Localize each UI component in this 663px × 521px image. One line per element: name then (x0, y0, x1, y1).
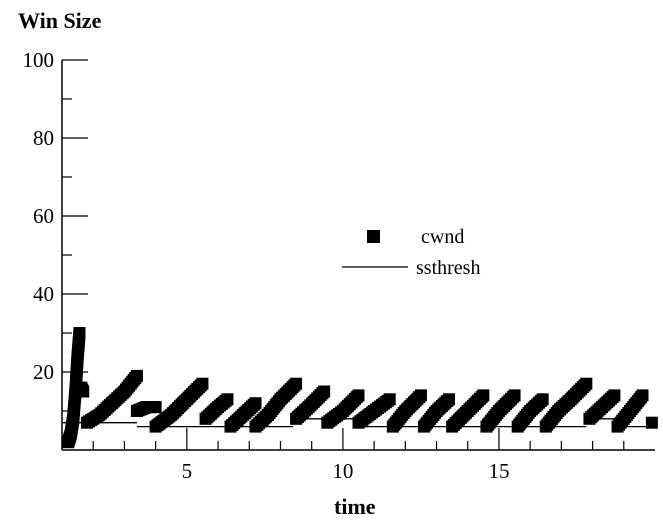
y-axis-label: Win Size (18, 8, 102, 33)
legend: cwnd ssthresh (342, 226, 480, 279)
cwnd-series (62, 327, 658, 449)
cwnd-segment (249, 377, 303, 433)
cwnd-point (608, 389, 621, 402)
y-tick-label: 20 (33, 360, 54, 384)
cwnd-segment (418, 393, 456, 433)
cwnd-segment (149, 377, 209, 433)
cwnd-point (443, 393, 456, 406)
cwnd-point (249, 397, 262, 410)
cwnd-point (73, 327, 86, 339)
cwnd-segment (352, 393, 396, 429)
cwnd-segment (130, 401, 162, 417)
cwnd-point (508, 389, 521, 402)
cwnd-segment (80, 369, 143, 429)
cwnd-segment (199, 393, 234, 425)
cwnd-segment (645, 416, 658, 429)
cwnd-segment (511, 393, 549, 433)
cwnd-point (636, 389, 649, 402)
cwnd-point (290, 377, 303, 390)
cwnd-point (580, 377, 593, 390)
cwnd-segment (539, 377, 593, 433)
cwnd-point (221, 393, 234, 406)
cwnd-segment (321, 389, 365, 429)
cwnd-segment (75, 381, 90, 398)
cwnd-point (77, 385, 90, 398)
cwnd-point (536, 393, 549, 406)
cwnd-point (318, 385, 331, 398)
cwnd-point (645, 416, 658, 429)
cwnd-point (352, 389, 365, 402)
y-tick-label: 60 (33, 204, 54, 228)
cwnd-segment (480, 389, 521, 433)
x-axis-label: time (334, 494, 376, 519)
y-tick-label: 100 (23, 48, 55, 72)
cwnd-segment (583, 389, 621, 425)
cwnd-segment (611, 389, 649, 433)
cwnd-point (130, 369, 143, 382)
cwnd-segment (446, 389, 490, 433)
legend-cwnd-label: cwnd (421, 226, 464, 248)
cwnd-segment (224, 397, 262, 433)
legend-cwnd-marker (367, 230, 380, 243)
cwnd-segment (290, 385, 331, 425)
axes: 20 40 60 80 100 5 10 15 (23, 48, 655, 483)
x-tick-label: 5 (182, 459, 193, 483)
cwnd-point (414, 389, 427, 402)
x-tick-label: 10 (332, 459, 353, 483)
cwnd-point (383, 393, 396, 406)
cwnd-point (196, 377, 209, 390)
legend-ssthresh-label: ssthresh (416, 257, 480, 279)
y-tick-label: 80 (33, 126, 54, 150)
cwnd-point (477, 389, 490, 402)
x-tick-label: 15 (488, 459, 509, 483)
y-tick-label: 40 (33, 282, 54, 306)
cwnd-point (149, 401, 162, 414)
cwnd-segment (386, 389, 427, 433)
